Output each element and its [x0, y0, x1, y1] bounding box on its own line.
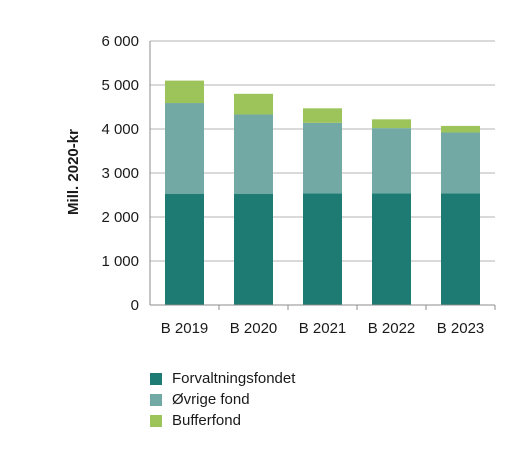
x-tick-label: B 2020 [230, 320, 278, 337]
bar-forvaltningsfondet-0 [165, 193, 204, 305]
bar-bufferfond-2 [303, 108, 342, 123]
axes: 0 1 000 2 000 3 000 4 000 5 000 6 000 B 2019 B 2… [101, 33, 496, 337]
legend-label: Forvaltningsfondet [172, 370, 296, 387]
legend-item-bufferfond: Bufferfond [150, 410, 295, 431]
bar-bufferfond-3 [372, 119, 411, 129]
x-tick-label: B 2021 [299, 320, 347, 337]
y-tick-label: 6 000 [101, 33, 139, 50]
bar-forvaltningsfondet-4 [441, 193, 480, 305]
legend: Forvaltningsfondet Øvrige fond Bufferfon… [150, 368, 295, 431]
legend-item-ovrige-fond: Øvrige fond [150, 389, 295, 410]
x-tick-label: B 2022 [368, 320, 416, 337]
legend-swatch [150, 393, 162, 406]
bar--vrige-fond-4 [441, 132, 480, 194]
y-tick-label: 2 000 [101, 209, 139, 226]
bar--vrige-fond-2 [303, 122, 342, 194]
bar--vrige-fond-3 [372, 128, 411, 194]
bar-bufferfond-4 [441, 125, 480, 133]
bar--vrige-fond-1 [234, 114, 273, 194]
bar-bufferfond-0 [165, 80, 204, 104]
bar-forvaltningsfondet-3 [372, 193, 411, 305]
legend-item-forvaltningsfondet: Forvaltningsfondet [150, 368, 295, 389]
y-axis-label: Mill. 2020-kr [65, 129, 82, 215]
y-tick-label: 4 000 [101, 121, 139, 138]
legend-label: Bufferfond [172, 412, 241, 429]
y-tick-label: 5 000 [101, 77, 139, 94]
bar-bufferfond-1 [234, 93, 273, 115]
bar-forvaltningsfondet-2 [303, 193, 342, 305]
legend-label: Øvrige fond [172, 391, 250, 408]
y-tick-label: 3 000 [101, 165, 139, 182]
bar--vrige-fond-0 [165, 103, 204, 194]
bar-forvaltningsfondet-1 [234, 193, 273, 305]
legend-swatch [150, 414, 162, 427]
bars [165, 80, 480, 305]
legend-swatch [150, 372, 162, 385]
y-tick-label: 0 [131, 297, 139, 314]
x-tick-label: B 2019 [161, 320, 209, 337]
y-tick-label: 1 000 [101, 253, 139, 270]
x-tick-label: B 2023 [437, 320, 485, 337]
